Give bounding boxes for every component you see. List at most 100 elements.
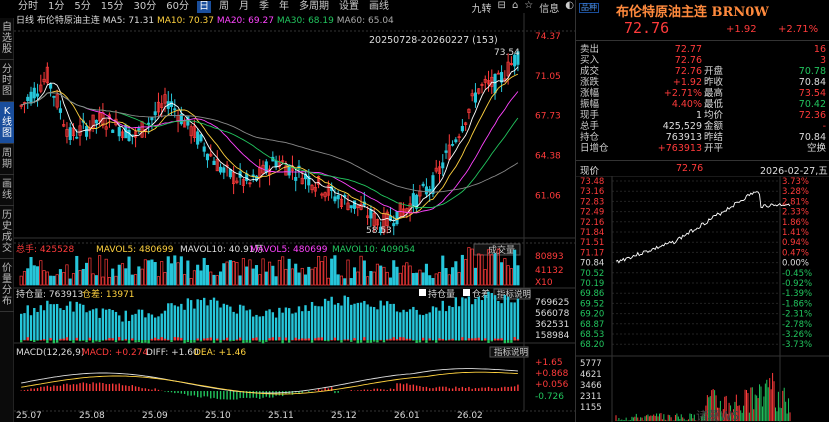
macd-help-button[interactable]	[489, 346, 529, 358]
oi-bar	[186, 298, 190, 340]
period-tab-6[interactable]: 日	[196, 0, 211, 13]
candle-body	[71, 127, 76, 137]
volume-bar	[303, 274, 308, 286]
intraday-pct-tick: -1.39%	[782, 289, 812, 299]
quote-label-2: 开平	[704, 143, 724, 154]
period-tab-1[interactable]: 1分	[48, 0, 65, 12]
period-tab-10[interactable]: 年	[278, 0, 289, 12]
period-tab-2[interactable]: 5分	[74, 0, 91, 12]
intraday-price-tick: 73.48	[580, 177, 604, 187]
volume-bar	[26, 268, 30, 286]
kline-chart[interactable]: 20250728-20260227 (153) 73.54 58.53 74.3…	[14, 13, 575, 422]
period-tab-7[interactable]: 周	[218, 0, 229, 12]
tool-icon-3[interactable]: ☆	[524, 0, 534, 11]
period-tab-11[interactable]: 多周期	[298, 0, 329, 12]
oi-diff-bar	[425, 340, 428, 343]
candle-body	[372, 213, 376, 226]
volume-bar	[248, 259, 252, 286]
quote-label: 现手	[580, 110, 600, 121]
left-tab-6[interactable]: 价量分布	[0, 259, 14, 312]
left-tab-4[interactable]: 画线	[0, 175, 14, 206]
candle-body	[366, 215, 370, 218]
oi-bar	[157, 316, 160, 340]
candle-body	[120, 131, 125, 138]
oi-diff-bar	[506, 340, 510, 343]
intraday-price-line	[615, 191, 791, 264]
oi-diff-bar	[487, 340, 490, 343]
oi-bar	[310, 301, 314, 340]
volume-bar	[81, 268, 85, 286]
oi-help-button[interactable]	[493, 288, 531, 300]
oi-diff-bar	[336, 340, 340, 341]
oi-bar	[444, 311, 448, 340]
period-tab-4[interactable]: 30分	[133, 0, 157, 12]
volume-bar	[130, 274, 134, 286]
tool-icon-2[interactable]: ⌂	[511, 0, 519, 11]
oi-diff-bar	[245, 340, 248, 343]
intraday-chart[interactable]: 73.48 3.73% 73.16 3.28% 72.83 2.81% 72.49 2.33%…	[576, 176, 829, 422]
oi-bar	[206, 305, 209, 340]
left-tab-5[interactable]: 历史成交	[0, 206, 14, 259]
left-tab-1[interactable]: 分时图	[0, 60, 14, 102]
period-label: 日线	[16, 16, 35, 26]
oi-diff-bar	[183, 340, 186, 344]
oi-bar	[118, 315, 121, 340]
oi-bar	[91, 309, 95, 340]
tool-icon-1[interactable]: ⊟	[497, 0, 506, 11]
volume-bar	[264, 271, 268, 286]
oi-diff-bar	[301, 338, 304, 341]
volume-bar	[55, 274, 59, 286]
oi-bar	[167, 303, 170, 340]
period-tab-13[interactable]: 画线	[368, 0, 389, 12]
ma60-line	[21, 92, 519, 193]
oi-diff-checkbox[interactable]	[463, 289, 470, 296]
period-tab-5[interactable]: 60分	[166, 0, 189, 12]
oi-diff-bar	[320, 337, 324, 341]
oi-bar	[183, 309, 186, 340]
quote-label-2: 最低	[704, 99, 724, 110]
candle-body	[483, 78, 487, 83]
quote-value: +763913	[657, 143, 702, 154]
volume-bar	[493, 253, 497, 286]
oi-bar	[336, 303, 340, 340]
period-tab-9[interactable]: 季	[258, 0, 269, 12]
volume-bar	[379, 265, 383, 286]
oi-diff-bar	[431, 340, 435, 341]
period-tab-8[interactable]: 月	[238, 0, 249, 12]
candle-body	[460, 126, 464, 132]
oi-checkbox[interactable]	[419, 289, 426, 296]
tool-icon-5[interactable]: ◐	[565, 0, 574, 11]
candle-body	[320, 193, 324, 196]
tool-icon-4[interactable]: 信息	[539, 4, 560, 15]
candle-body	[88, 127, 92, 132]
quote-value-2: 70.84	[798, 132, 826, 143]
period-tab-3[interactable]: 15分	[100, 0, 124, 12]
candle-body	[160, 103, 164, 108]
volume-bar	[117, 264, 121, 286]
oi-diff-bar	[454, 340, 458, 341]
oi-diff-bar	[62, 338, 65, 341]
oi-bar	[137, 309, 141, 340]
period-tab-0[interactable]: 分时	[18, 0, 38, 12]
volume-bar	[480, 254, 484, 286]
oi-diff-bar	[163, 338, 167, 341]
period-tab-12[interactable]: 设置	[338, 0, 359, 12]
oi-bar	[219, 307, 222, 340]
date-tick: 25.08	[79, 411, 105, 421]
candle-body	[35, 93, 40, 97]
left-tab-2[interactable]: K线图	[0, 102, 14, 144]
oi-bar	[33, 307, 36, 340]
oi-bar	[451, 307, 454, 340]
tool-icon-0[interactable]: 九转	[471, 4, 492, 15]
oi-bar	[238, 304, 242, 340]
volume-bar	[137, 266, 141, 286]
left-tab-0[interactable]: 自选股	[0, 18, 14, 60]
left-tab-3[interactable]: 周期	[0, 144, 14, 175]
oi-diff-bar	[55, 340, 59, 343]
intraday-pct-tick: 1.86%	[782, 218, 809, 228]
intraday-pct-tick: 2.81%	[782, 197, 809, 207]
volume-indicator-label: 成交量	[488, 244, 515, 256]
category-badge[interactable]: 品种	[579, 3, 599, 13]
volume-total: 总手: 425528	[16, 243, 75, 255]
volume-bar	[477, 253, 481, 286]
